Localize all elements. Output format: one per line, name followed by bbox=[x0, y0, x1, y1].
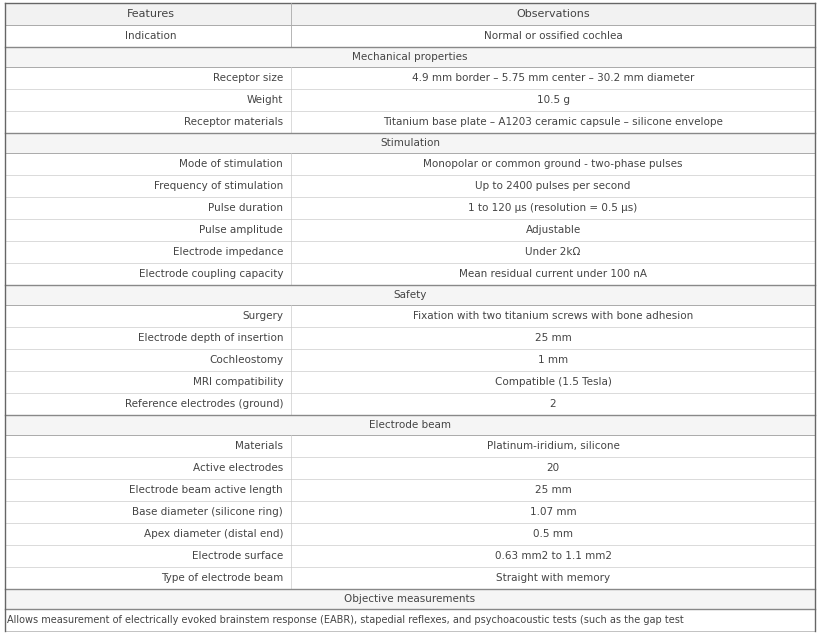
Bar bbox=[5, 3, 814, 25]
Text: Base diameter (silicone ring): Base diameter (silicone ring) bbox=[132, 507, 283, 517]
Text: Weight: Weight bbox=[247, 95, 283, 105]
Text: Stimulation: Stimulation bbox=[379, 138, 440, 148]
Text: 0.5 mm: 0.5 mm bbox=[532, 529, 572, 539]
Text: 4.9 mm border – 5.75 mm center – 30.2 mm diameter: 4.9 mm border – 5.75 mm center – 30.2 mm… bbox=[411, 73, 694, 83]
Text: 20: 20 bbox=[545, 463, 559, 473]
Text: Under 2kΩ: Under 2kΩ bbox=[525, 247, 580, 257]
Text: Titanium base plate – A1203 ceramic capsule – silicone envelope: Titanium base plate – A1203 ceramic caps… bbox=[382, 117, 722, 127]
Bar bbox=[5, 415, 814, 435]
Text: Electrode surface: Electrode surface bbox=[192, 551, 283, 561]
Text: Safety: Safety bbox=[393, 290, 426, 300]
Text: Surgery: Surgery bbox=[242, 311, 283, 321]
Text: Materials: Materials bbox=[235, 441, 283, 451]
Text: Up to 2400 pulses per second: Up to 2400 pulses per second bbox=[475, 181, 630, 191]
Text: Electrode beam: Electrode beam bbox=[369, 420, 450, 430]
Text: 1 mm: 1 mm bbox=[537, 355, 568, 365]
Text: Mean residual current under 100 nA: Mean residual current under 100 nA bbox=[459, 269, 646, 279]
Text: Indication: Indication bbox=[124, 31, 176, 41]
Text: Features: Features bbox=[126, 9, 174, 19]
Text: Type of electrode beam: Type of electrode beam bbox=[161, 573, 283, 583]
Text: 25 mm: 25 mm bbox=[534, 485, 571, 495]
Bar bbox=[5, 285, 814, 305]
Text: Electrode coupling capacity: Electrode coupling capacity bbox=[138, 269, 283, 279]
Text: 1 to 120 μs (resolution = 0.5 μs): 1 to 120 μs (resolution = 0.5 μs) bbox=[468, 203, 637, 213]
Text: Mode of stimulation: Mode of stimulation bbox=[179, 159, 283, 169]
Text: Straight with memory: Straight with memory bbox=[495, 573, 609, 583]
Bar bbox=[5, 47, 814, 67]
Text: Mechanical properties: Mechanical properties bbox=[352, 52, 467, 62]
Text: Platinum-iridium, silicone: Platinum-iridium, silicone bbox=[486, 441, 618, 451]
Text: Fixation with two titanium screws with bone adhesion: Fixation with two titanium screws with b… bbox=[413, 311, 692, 321]
Text: 25 mm: 25 mm bbox=[534, 333, 571, 343]
Text: Apex diameter (distal end): Apex diameter (distal end) bbox=[143, 529, 283, 539]
Text: Monopolar or common ground - two-phase pulses: Monopolar or common ground - two-phase p… bbox=[423, 159, 682, 169]
Text: Allows measurement of electrically evoked brainstem response (EABR), stapedial r: Allows measurement of electrically evoke… bbox=[7, 615, 683, 625]
Text: MRI compatibility: MRI compatibility bbox=[192, 377, 283, 387]
Text: Electrode beam active length: Electrode beam active length bbox=[129, 485, 283, 495]
Text: Frequency of stimulation: Frequency of stimulation bbox=[154, 181, 283, 191]
Text: Objective measurements: Objective measurements bbox=[344, 594, 475, 604]
Text: Pulse amplitude: Pulse amplitude bbox=[199, 225, 283, 235]
Text: Normal or ossified cochlea: Normal or ossified cochlea bbox=[483, 31, 622, 41]
Text: Receptor materials: Receptor materials bbox=[183, 117, 283, 127]
Text: Electrode depth of insertion: Electrode depth of insertion bbox=[138, 333, 283, 343]
Text: Receptor size: Receptor size bbox=[213, 73, 283, 83]
Bar bbox=[5, 133, 814, 153]
Text: Electrode impedance: Electrode impedance bbox=[173, 247, 283, 257]
Bar bbox=[5, 589, 814, 609]
Text: Reference electrodes (ground): Reference electrodes (ground) bbox=[124, 399, 283, 409]
Text: Adjustable: Adjustable bbox=[525, 225, 580, 235]
Text: Compatible (1.5 Tesla): Compatible (1.5 Tesla) bbox=[494, 377, 611, 387]
Text: Active electrodes: Active electrodes bbox=[192, 463, 283, 473]
Text: Pulse duration: Pulse duration bbox=[208, 203, 283, 213]
Text: 0.63 mm2 to 1.1 mm2: 0.63 mm2 to 1.1 mm2 bbox=[494, 551, 611, 561]
Text: Cochleostomy: Cochleostomy bbox=[209, 355, 283, 365]
Text: 10.5 g: 10.5 g bbox=[536, 95, 569, 105]
Text: 2: 2 bbox=[549, 399, 555, 409]
Text: Observations: Observations bbox=[516, 9, 589, 19]
Text: 1.07 mm: 1.07 mm bbox=[529, 507, 576, 517]
